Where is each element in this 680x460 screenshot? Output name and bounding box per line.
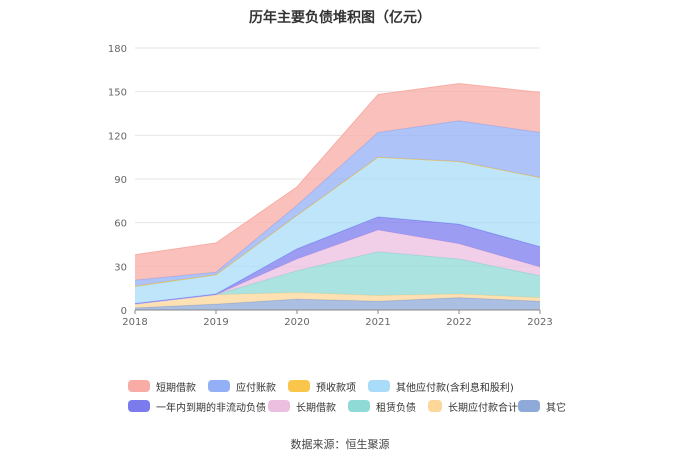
legend-swatch	[518, 400, 540, 412]
chart-title: 历年主要负债堆积图（亿元）	[249, 10, 431, 26]
legend-swatch	[348, 400, 370, 412]
area-series	[135, 216, 540, 305]
legend-label: 租赁负债	[376, 402, 416, 414]
legend-item[interactable]: 长期借款	[268, 399, 348, 414]
legend-item[interactable]: 一年内到期的非流动负债	[128, 399, 268, 414]
x-tick-label: 2022	[446, 317, 471, 328]
legend-item[interactable]: 其它	[518, 399, 568, 414]
legend-swatch	[128, 380, 150, 392]
legend-swatch	[428, 400, 442, 412]
legend-item[interactable]: 短期借款	[128, 379, 208, 394]
area-series	[135, 292, 540, 308]
legend-item[interactable]: 其他应付款(含利息和股利)	[368, 379, 528, 394]
y-tick-label: 150	[108, 88, 127, 99]
legend-label: 预收款项	[316, 382, 356, 394]
y-tick-label: 90	[114, 175, 127, 186]
area-series	[135, 157, 540, 304]
area-series	[135, 251, 540, 305]
area-series	[135, 297, 540, 310]
legend-swatch	[268, 400, 290, 412]
series-line	[134, 83, 541, 256]
x-tick-label: 2023	[527, 317, 552, 328]
y-tick-label: 0	[121, 306, 127, 317]
y-tick-label: 30	[114, 262, 127, 273]
legend-swatch	[208, 380, 230, 392]
legend-item[interactable]: 租赁负债	[348, 399, 428, 414]
area-series	[135, 120, 540, 286]
area-series	[135, 229, 540, 305]
legend-swatch	[368, 380, 390, 392]
x-tick-label: 2018	[122, 317, 147, 328]
legend-label: 长期借款	[296, 402, 336, 414]
legend-item[interactable]: 预收款项	[288, 379, 368, 394]
legend-swatch	[128, 400, 150, 412]
area-series	[135, 83, 540, 281]
legend-label: 一年内到期的非流动负债	[156, 402, 266, 414]
x-tick-label: 2021	[365, 317, 390, 328]
legend-label: 其它	[546, 402, 566, 414]
y-tick-label: 60	[114, 219, 127, 230]
legend-label: 其他应付款(含利息和股利)	[396, 382, 514, 394]
legend-row: 一年内到期的非流动负债 长期借款 租赁负债 长期应付款合计 其它	[128, 396, 568, 416]
legend-label: 短期借款	[156, 382, 196, 394]
legend-label: 长期应付款合计	[448, 402, 518, 414]
x-tick-label: 2019	[203, 317, 228, 328]
y-tick-label: 120	[108, 131, 127, 142]
legend-row: 短期借款 应付账款 预收款项 其他应付款(含利息和股利)	[128, 376, 568, 396]
legend-swatch	[288, 380, 310, 392]
y-tick-label: 180	[108, 44, 127, 55]
legend-item[interactable]: 应付账款	[208, 379, 288, 394]
x-tick-label: 2020	[284, 317, 309, 328]
chart-legend: 短期借款 应付账款 预收款项 其他应付款(含利息和股利) 一年内到期的非流动负债 长期借…	[128, 376, 568, 416]
legend-label: 应付账款	[236, 382, 276, 394]
legend-item[interactable]: 长期应付款合计	[428, 399, 518, 414]
data-source-note: 数据来源：恒生聚源	[290, 438, 390, 451]
